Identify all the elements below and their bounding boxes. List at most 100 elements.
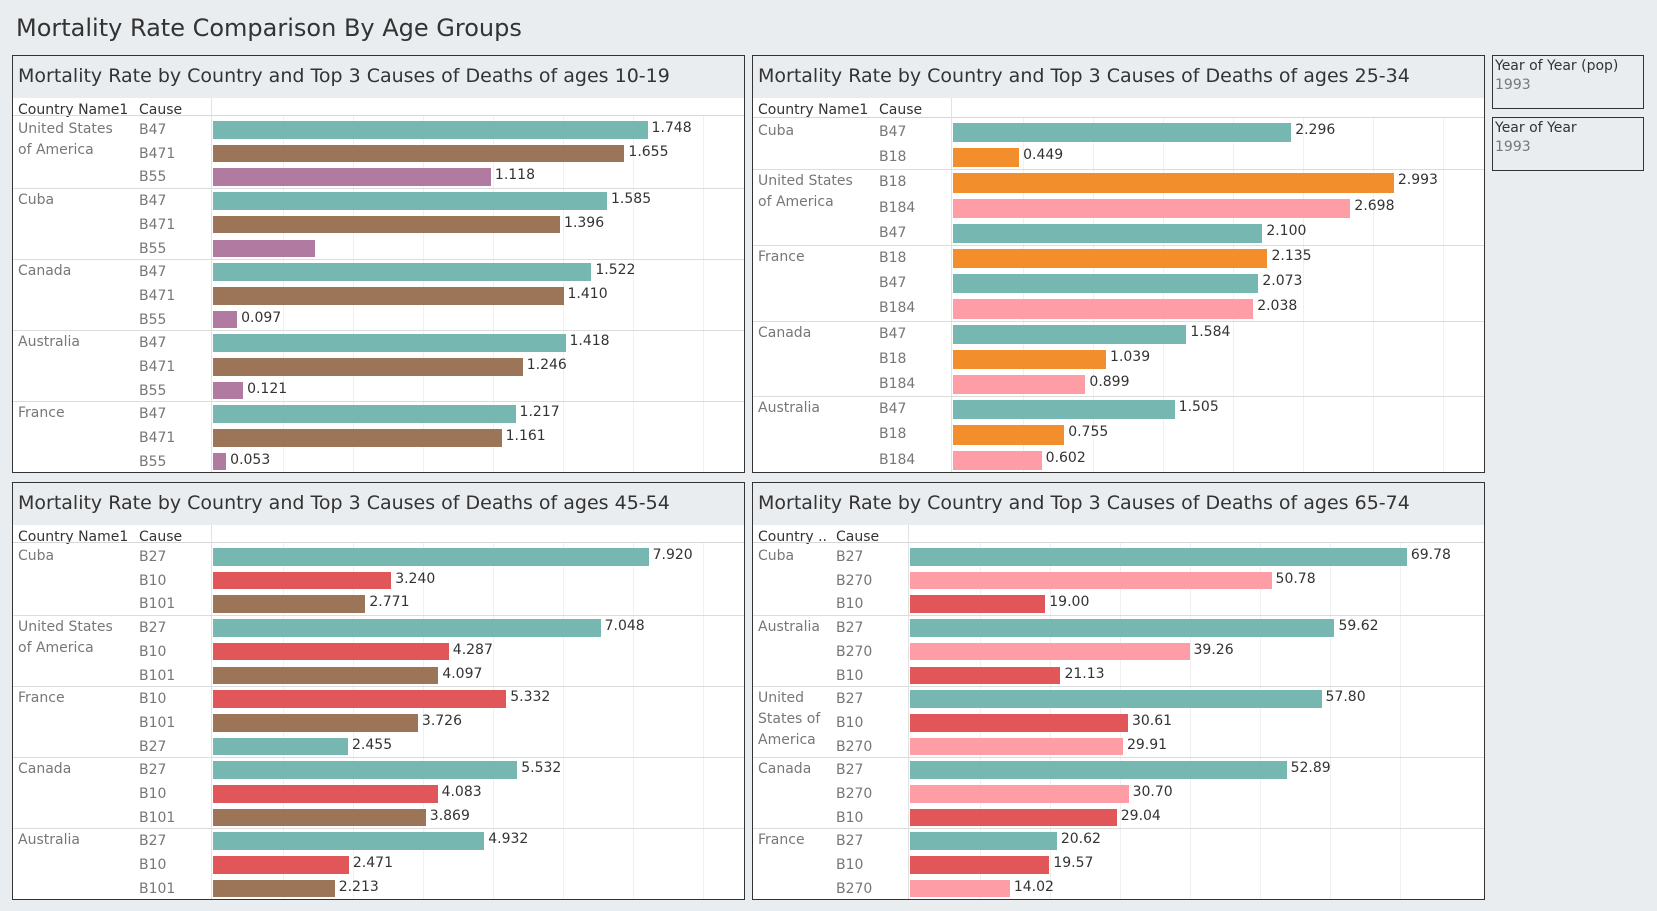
data-label: 1.585 (611, 191, 652, 208)
bar-b47 (953, 123, 1292, 143)
data-label: 3.869 (429, 807, 470, 824)
cause-label: B184 (879, 376, 916, 392)
group-separator (753, 245, 1484, 246)
country-label: Canada (758, 761, 812, 778)
bar-b184 (953, 299, 1254, 319)
bar-b471 (213, 429, 502, 447)
data-label: 2.471 (352, 855, 393, 872)
chart-panel-ages-65-74: Mortality Rate by Country and Top 3 Caus… (752, 482, 1485, 900)
gridline (1260, 543, 1261, 899)
filter-year-of-year-pop[interactable]: Year of Year (pop) 1993 (1492, 55, 1644, 109)
cause-label: B10 (836, 667, 864, 684)
data-label: 2.100 (1266, 222, 1307, 239)
bar-b471 (213, 215, 561, 234)
gridline (703, 543, 704, 899)
data-label: 7.048 (604, 618, 645, 635)
bar-b47 (953, 274, 1259, 294)
bar-b10 (910, 856, 1050, 874)
cause-label: B10 (139, 786, 167, 802)
filter-title: Year of Year (1495, 120, 1577, 136)
cause-label: B27 (139, 549, 167, 565)
axis-divider (951, 98, 952, 472)
bar-b10 (213, 690, 507, 708)
bar-b101 (213, 879, 335, 898)
cause-label: B27 (139, 738, 167, 755)
axis-divider (211, 525, 212, 899)
bar-b27 (213, 619, 601, 637)
cause-label: B27 (836, 833, 864, 850)
data-label: 19.00 (1049, 594, 1090, 611)
bar-b101 (213, 713, 418, 732)
cause-label: B18 (879, 350, 907, 367)
gridline (1303, 118, 1304, 472)
data-label: 30.61 (1131, 712, 1173, 729)
cause-label: B27 (139, 833, 167, 850)
cause-label: B471 (139, 359, 176, 375)
data-label: 2.771 (369, 594, 410, 611)
axis-divider (908, 525, 909, 899)
data-label: 0.053 (230, 451, 271, 468)
cause-column-header: Cause (139, 529, 183, 545)
data-label: 0.602 (1045, 449, 1086, 466)
bar-b47 (953, 324, 1187, 344)
country-label: Australia (18, 832, 80, 849)
group-separator (13, 686, 744, 688)
chart-panel-ages-10-19: Mortality Rate by Country and Top 3 Caus… (12, 55, 745, 473)
gridline (493, 543, 494, 899)
bar-b47 (213, 263, 592, 281)
chart-panel-ages-25-34: Mortality Rate by Country and Top 3 Caus… (752, 55, 1485, 473)
country-label: United States of America (18, 121, 113, 158)
bar-b10 (910, 713, 1128, 732)
filter-value[interactable]: 1993 (1495, 139, 1531, 155)
country-label: Cuba (758, 548, 795, 564)
bar-b18 (953, 349, 1107, 369)
cause-column-header: Cause (879, 102, 923, 118)
bar-b184 (953, 450, 1042, 470)
data-label: 2.135 (1271, 248, 1312, 264)
cause-label: B101 (139, 809, 176, 826)
cause-column-header: Cause (139, 102, 183, 118)
cause-label: B47 (139, 264, 167, 281)
bar-b27 (213, 761, 518, 779)
gridline (1093, 118, 1094, 472)
country-label: Canada (18, 761, 72, 778)
data-label: 14.02 (1013, 878, 1054, 895)
bar-b27 (910, 619, 1335, 637)
data-label: 4.097 (442, 665, 483, 682)
cause-label: B27 (139, 762, 167, 779)
data-label: 20.62 (1060, 831, 1101, 848)
filter-year-of-year[interactable]: Year of Year 1993 (1492, 117, 1644, 171)
filter-value[interactable]: 1993 (1495, 77, 1531, 93)
cause-label: B10 (836, 809, 864, 826)
data-label: 4.083 (441, 784, 482, 800)
header-divider (753, 542, 1484, 543)
group-separator (753, 169, 1484, 171)
group-separator (13, 330, 744, 332)
data-label: 1.522 (595, 262, 636, 279)
cause-label: B101 (139, 596, 176, 613)
group-separator (753, 396, 1484, 398)
chart-title: Mortality Rate by Country and Top 3 Caus… (753, 56, 1484, 98)
cause-label: B10 (139, 643, 167, 660)
data-label: 21.13 (1064, 665, 1105, 682)
cause-label: B184 (879, 199, 916, 216)
country-label: United States of America (758, 690, 821, 749)
bar-b10 (213, 642, 449, 661)
data-label: 30.70 (1132, 784, 1173, 800)
bar-b10 (910, 808, 1117, 827)
cause-label: B47 (879, 124, 907, 140)
cause-label: B101 (139, 714, 176, 731)
cause-label: B10 (139, 572, 167, 589)
bar-b10 (213, 571, 392, 590)
gridline (423, 543, 424, 899)
axis-divider (211, 98, 212, 472)
gridline (1330, 543, 1331, 899)
data-label: 1.418 (569, 333, 610, 350)
country-label: France (18, 405, 65, 422)
filter-title: Year of Year (pop) (1495, 58, 1619, 74)
cause-label: B270 (836, 572, 873, 589)
bar-b47 (213, 405, 516, 424)
group-separator (13, 828, 744, 830)
gridline (1190, 543, 1191, 899)
cause-label: B47 (879, 325, 907, 342)
